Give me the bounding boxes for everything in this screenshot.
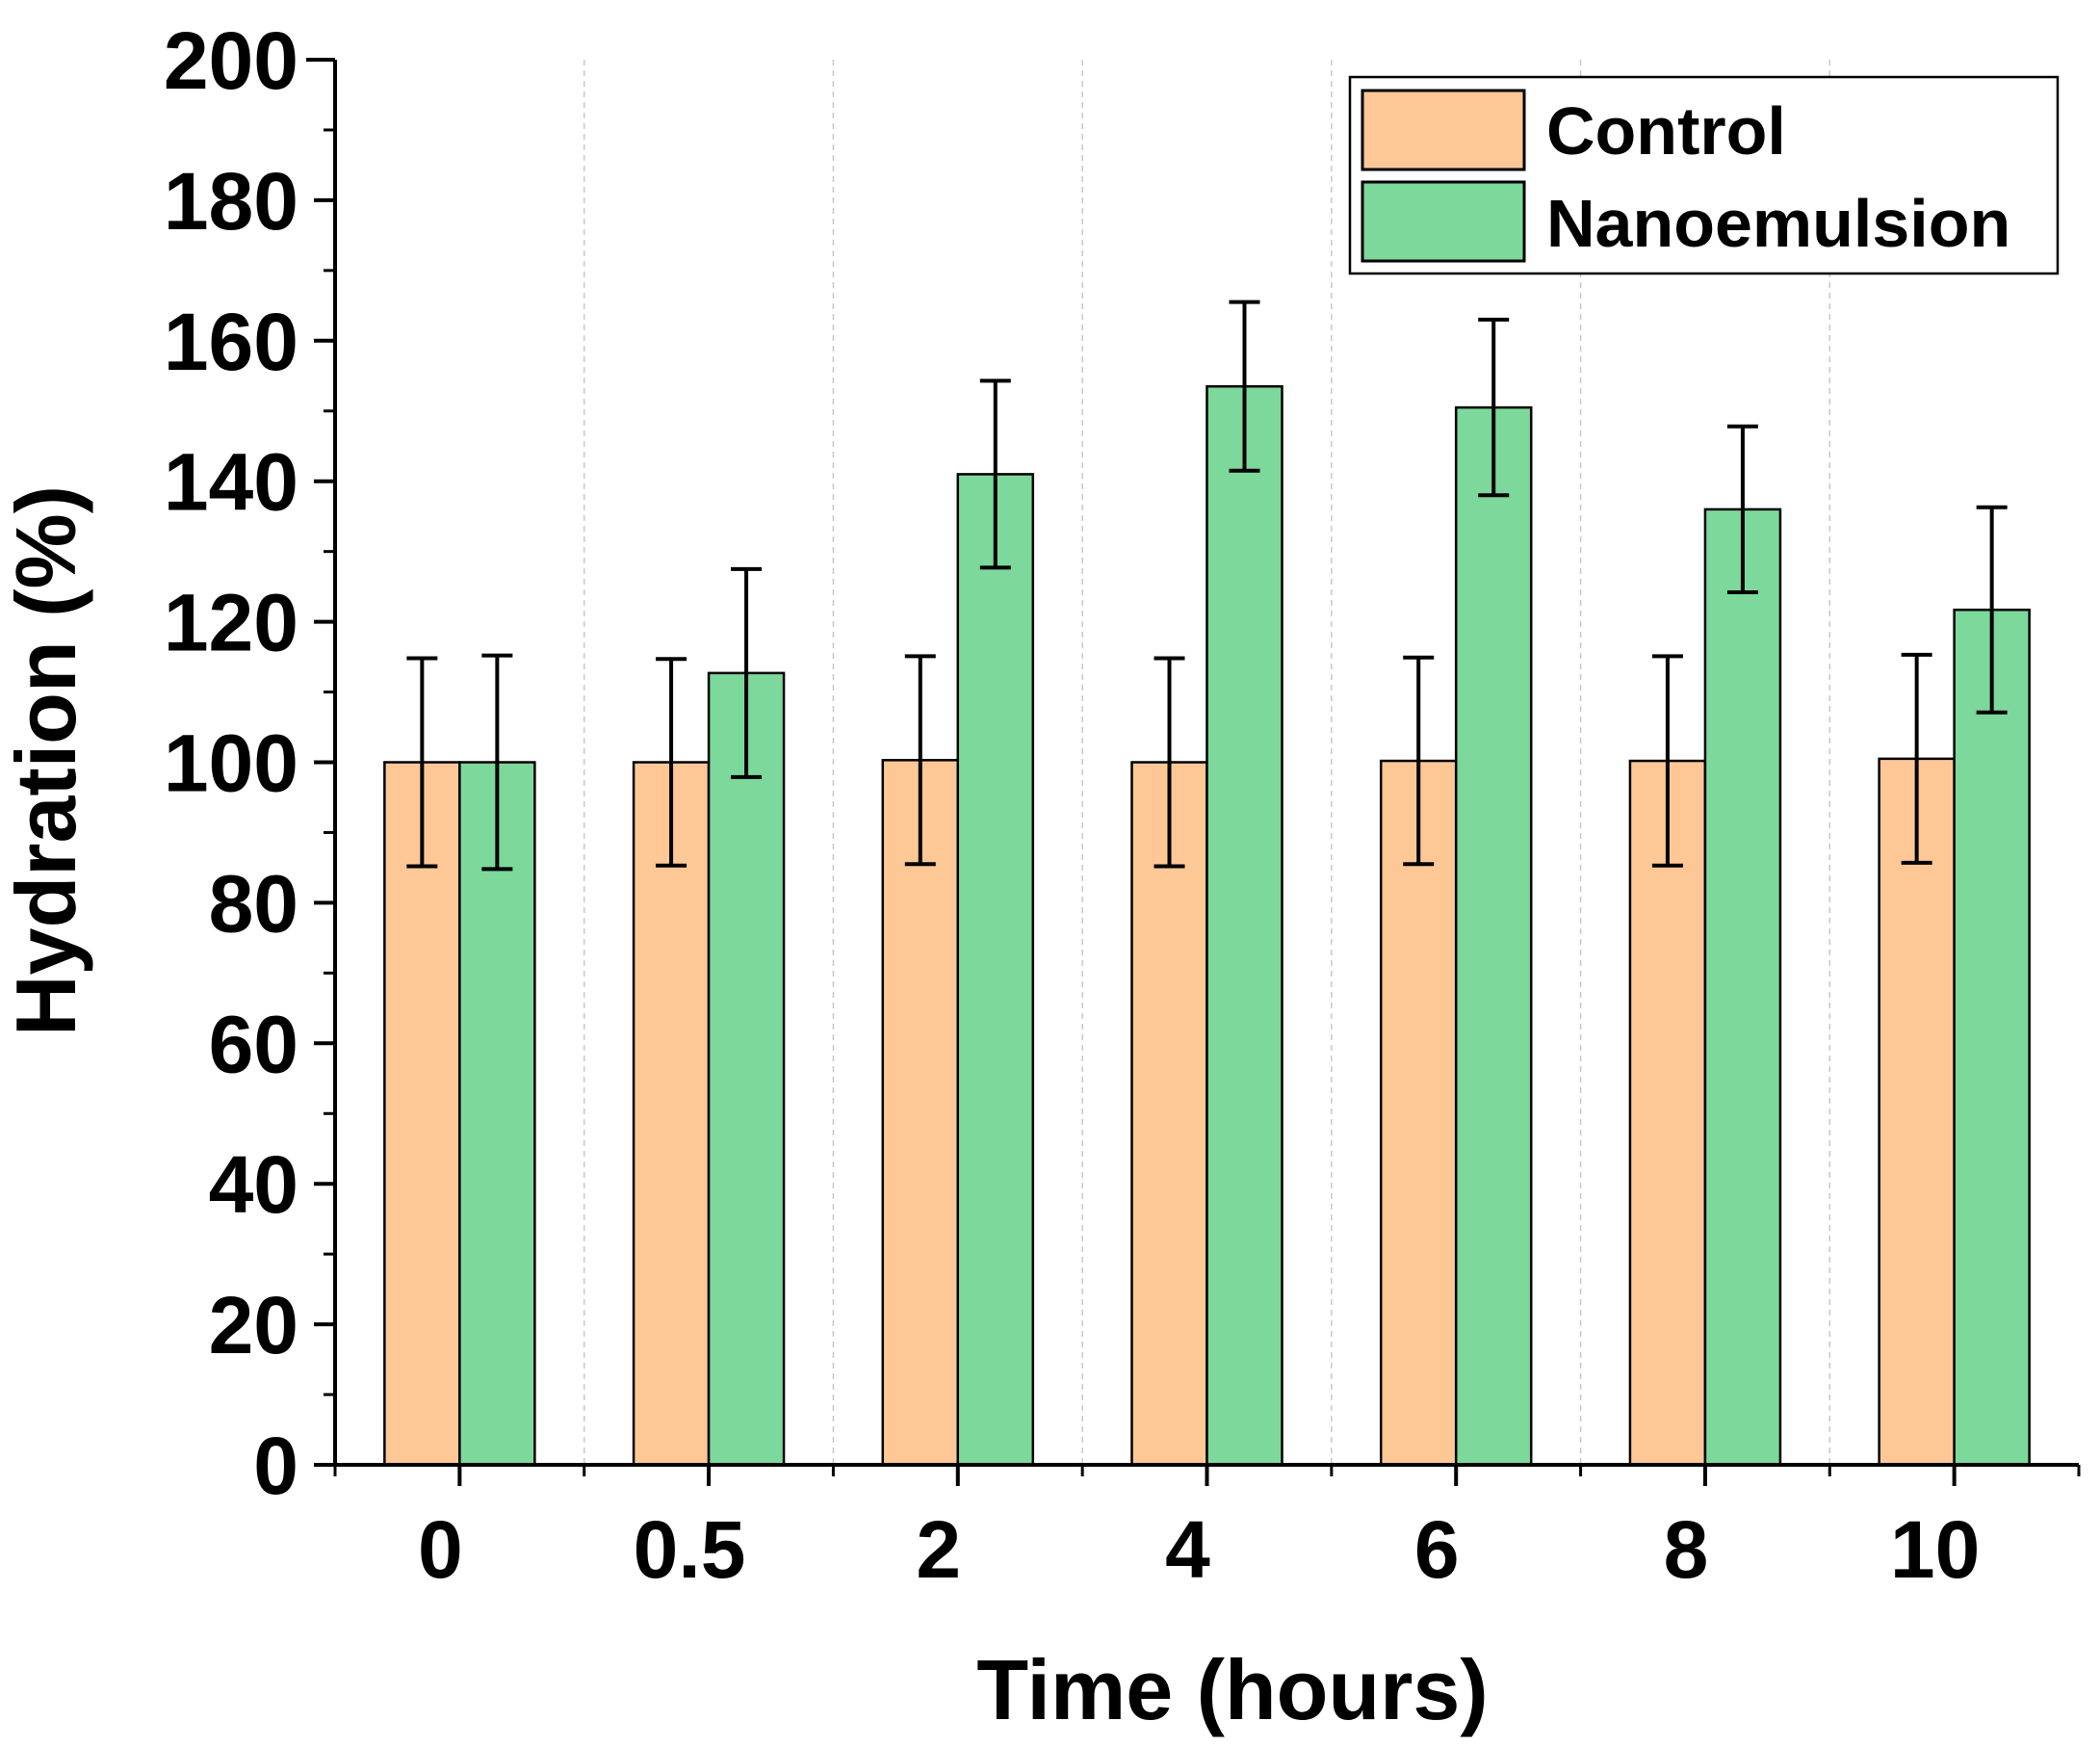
bar-control-10	[1878, 757, 1956, 1467]
y-tick-label: 0	[253, 1421, 298, 1511]
bar-nanoemulsion-6	[1454, 405, 1533, 1467]
x-tick-label: 2	[916, 1504, 961, 1595]
y-tick-label: 140	[164, 437, 298, 528]
error-bar-nanoemulsion-0.5	[731, 566, 763, 779]
bar-nanoemulsion-0.5	[707, 671, 786, 1467]
x-tick-label: 4	[1165, 1504, 1210, 1595]
y-tick-label: 40	[209, 1139, 298, 1230]
x-tick-label: 0	[418, 1504, 463, 1595]
error-bar-nanoemulsion-2	[979, 378, 1011, 570]
error-bar-control-6	[1403, 655, 1435, 867]
axes	[306, 58, 2081, 1486]
y-tick-label: 80	[209, 858, 298, 949]
error-bar-control-0.5	[656, 657, 687, 868]
x-tick-label: 6	[1414, 1504, 1460, 1595]
error-bar-control-0	[406, 656, 438, 869]
tick-labels: 0 20 40 60 80 100 120 140 160 180 200 0 0.5 2 4 6 8 10	[164, 15, 1981, 1595]
y-axis-title: Hydration (%)	[0, 485, 93, 1036]
legend-label-control: Control	[1546, 93, 1786, 169]
y-tick-label: 100	[164, 718, 298, 809]
error-bar-nanoemulsion-6	[1478, 317, 1510, 498]
x-tick-label: 8	[1664, 1504, 1709, 1595]
legend-swatch-control	[1361, 89, 1526, 171]
error-bar-nanoemulsion-0	[481, 653, 513, 872]
error-bar-nanoemulsion-8	[1726, 424, 1758, 594]
error-bars	[406, 300, 2008, 872]
error-bar-control-2	[904, 654, 936, 867]
y-tick-label: 160	[164, 297, 298, 387]
bar-nanoemulsion-0	[458, 761, 536, 1467]
y-tick-label: 200	[164, 15, 298, 106]
grid-lines	[583, 60, 1831, 1465]
bar-nanoemulsion-2	[956, 473, 1035, 1467]
bar-control-0.5	[632, 761, 711, 1467]
x-axis-title: Time (hours)	[976, 1642, 1488, 1737]
y-tick-label: 20	[209, 1280, 298, 1370]
legend-swatch-nanoemulsion	[1361, 180, 1526, 263]
error-bar-control-4	[1154, 656, 1185, 869]
legend-label-nanoemulsion: Nanoemulsion	[1546, 186, 2010, 261]
error-bar-control-8	[1651, 654, 1683, 868]
y-tick-label: 60	[209, 999, 298, 1089]
y-tick-label: 180	[164, 156, 298, 247]
x-tick-label: 10	[1890, 1504, 1980, 1595]
bar-nanoemulsion-8	[1703, 508, 1782, 1467]
x-tick-label: 0.5	[634, 1504, 746, 1595]
y-tick-label: 120	[164, 578, 298, 668]
legend: Control Nanoemulsion	[1348, 75, 2060, 275]
bar-control-6	[1379, 759, 1458, 1467]
bar-nanoemulsion-10	[1953, 608, 2031, 1467]
error-bar-nanoemulsion-10	[1976, 505, 2008, 715]
bars	[383, 384, 2031, 1467]
bar-nanoemulsion-4	[1206, 384, 1283, 1467]
error-bar-control-10	[1901, 652, 1932, 865]
error-bar-nanoemulsion-4	[1229, 300, 1260, 473]
